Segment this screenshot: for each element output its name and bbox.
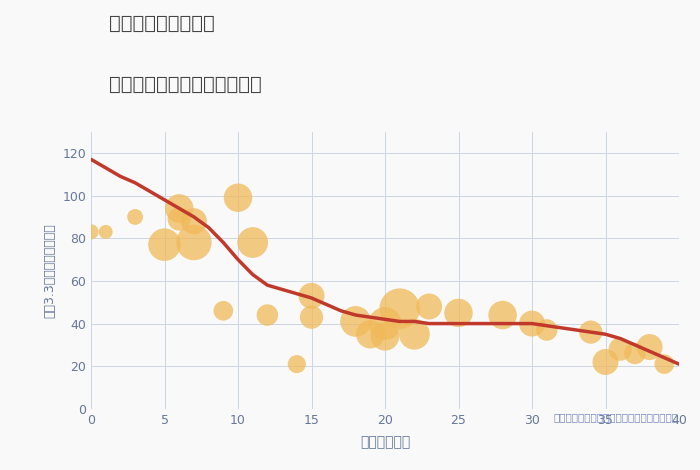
Point [247,239,258,246]
Point [100,228,111,235]
X-axis label: 築年数（年）: 築年数（年） [360,435,410,449]
Point [174,215,185,223]
Point [424,303,435,310]
Point [188,218,199,225]
Point [659,360,670,368]
Point [218,307,229,314]
Point [174,204,185,212]
Point [600,358,611,366]
Point [453,309,464,317]
Point [379,333,391,340]
Text: 兵庫県姫路市楠町の: 兵庫県姫路市楠町の [108,14,214,33]
Point [306,313,317,321]
Point [585,329,596,336]
Point [409,330,420,338]
Text: 円の大きさは、取引のあった物件面積を示す: 円の大きさは、取引のあった物件面積を示す [554,412,679,422]
Point [159,241,170,249]
Point [262,311,273,319]
Text: 築年数別中古マンション価格: 築年数別中古マンション価格 [108,75,261,94]
Point [130,213,141,221]
Point [379,320,391,327]
Point [188,239,199,246]
Point [644,343,655,351]
Point [85,228,97,235]
Point [365,330,376,338]
Point [526,320,538,327]
Point [291,360,302,368]
Point [497,311,508,319]
Point [541,326,552,334]
Point [629,350,641,357]
Point [350,318,361,325]
Point [394,305,405,313]
Point [306,292,317,299]
Point [232,194,244,202]
Point [615,345,626,353]
Y-axis label: 坪（3.3㎡）単価（万円）: 坪（3.3㎡）単価（万円） [43,223,57,318]
